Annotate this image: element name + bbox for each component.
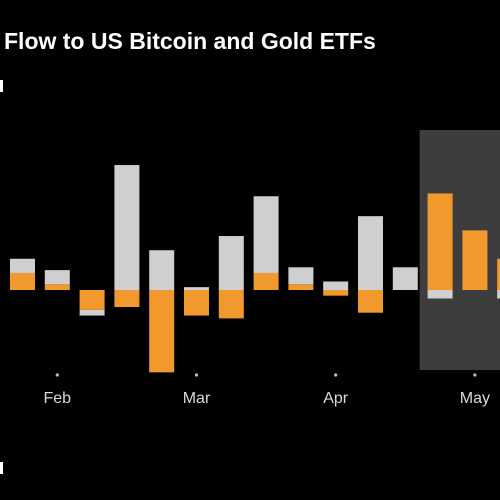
y-axis-edge-marker-bottom [0,462,3,474]
chart-title: Flow to US Bitcoin and Gold ETFs [4,28,376,54]
bitcoin-bar-5 [184,287,209,290]
bitcoin-bar-4 [149,250,175,290]
x-tick-label-mar: Mar [183,390,211,407]
x-tick-label-apr: Apr [323,390,349,407]
gold-bar-4 [149,290,175,373]
gold-bar-7 [253,272,279,290]
gold-bar-6 [218,290,244,319]
x-tick-may [473,373,477,377]
bitcoin-bar-2 [79,309,105,316]
bitcoin-bar-8 [288,267,314,285]
gold-bar-13 [462,230,488,290]
y-axis-edge-marker-top [0,80,3,92]
x-tick-mar [194,373,199,377]
bitcoin-bar-1 [44,270,70,285]
gold-bar-2 [79,290,105,310]
bitcoin-bar-11 [392,267,418,290]
gold-bar-1 [44,284,70,290]
bitcoin-bar-0 [10,258,35,273]
gold-bar-9 [323,290,349,296]
gold-bar-5 [184,290,209,316]
gold-bar-10 [358,290,383,313]
gold-bar-14 [497,258,500,290]
gold-bar-3 [114,290,140,308]
bitcoin-bar-12 [427,290,453,299]
x-tick-label-may: May [460,390,490,407]
bitcoin-bar-14 [497,290,500,299]
bitcoin-bar-3 [114,165,140,290]
bitcoin-bar-7 [253,196,279,273]
x-tick-label-feb: Feb [44,390,72,407]
gold-bar-0 [10,272,35,290]
gold-bar-8 [288,284,314,290]
x-tick-apr [334,373,338,377]
bitcoin-bar-9 [323,281,349,290]
bitcoin-bar-6 [218,236,244,290]
gold-bar-12 [427,193,453,290]
x-tick-feb [55,373,59,377]
bitcoin-bar-10 [358,216,383,290]
